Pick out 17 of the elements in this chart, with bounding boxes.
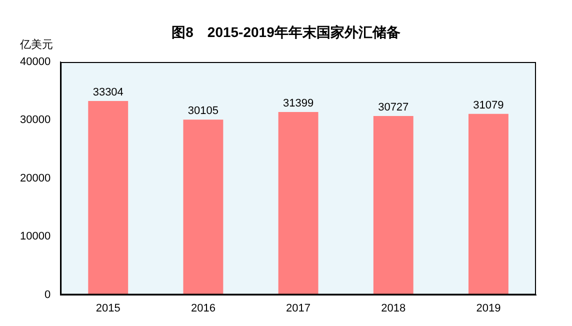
x-tick-label: 2015 (96, 302, 120, 314)
x-tick-label: 2019 (476, 302, 501, 314)
data-label: 33304 (92, 86, 124, 98)
x-tick-label: 2016 (190, 302, 216, 314)
y-tick-label: 40000 (20, 56, 51, 68)
y-tick-label: 20000 (20, 172, 51, 184)
data-label: 30105 (188, 105, 219, 118)
data-label: 31079 (473, 99, 504, 112)
data-label: 31399 (282, 98, 314, 110)
y-tick-label: 0 (44, 288, 51, 301)
x-tick-label: 2018 (381, 302, 406, 314)
y-tick-label: 10000 (20, 230, 51, 243)
y-axis-title: 亿美元 (20, 38, 53, 52)
y-tick-label: 30000 (20, 114, 51, 126)
chart-title: 图8 2015-2019年年末国家外汇储备 (172, 24, 400, 40)
data-label: 30727 (378, 102, 409, 114)
x-tick-label: 2017 (286, 302, 311, 314)
